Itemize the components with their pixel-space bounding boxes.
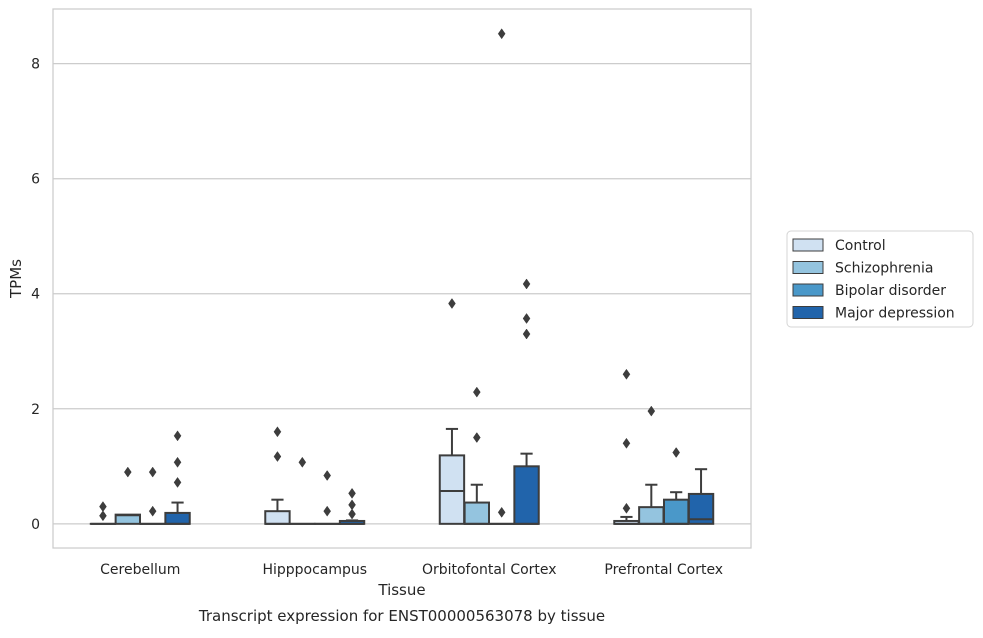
chart-caption: Transcript expression for ENST0000056307… <box>198 607 605 625</box>
x-tick-label: Hipppocampus <box>262 562 367 578</box>
y-tick-label: 4 <box>31 287 40 303</box>
legend: Control Schizophrenia Bipolar disorder Majo… <box>787 231 973 327</box>
y-tick-label: 0 <box>31 517 40 533</box>
legend-swatch <box>793 284 823 296</box>
y-axis-label: TPMs <box>7 259 25 299</box>
legend-label: Bipolar disorder <box>835 283 946 299</box>
legend-label: Schizophrenia <box>835 261 933 277</box>
box-body <box>440 455 464 523</box>
legend-swatch <box>793 239 823 251</box>
y-tick-label: 8 <box>31 57 40 73</box>
box-body <box>514 466 538 524</box>
y-tick-label: 6 <box>31 172 40 188</box>
box-body <box>465 503 489 524</box>
legend-label: Major depression <box>835 306 955 322</box>
legend-swatch <box>793 307 823 319</box>
x-tick-label: Prefrontal Cortex <box>604 562 723 578</box>
legend-swatch <box>793 262 823 274</box>
box-body <box>165 513 189 524</box>
x-tick-label: Cerebellum <box>100 562 180 578</box>
legend-label: Control <box>835 238 886 254</box>
box-body <box>639 507 663 524</box>
box-body <box>664 500 688 524</box>
x-tick-label: Orbitofontal Cortex <box>422 562 557 578</box>
x-axis-label: Tissue <box>377 581 425 599</box>
y-tick-label: 2 <box>31 402 40 418</box>
box-body <box>265 511 289 524</box>
